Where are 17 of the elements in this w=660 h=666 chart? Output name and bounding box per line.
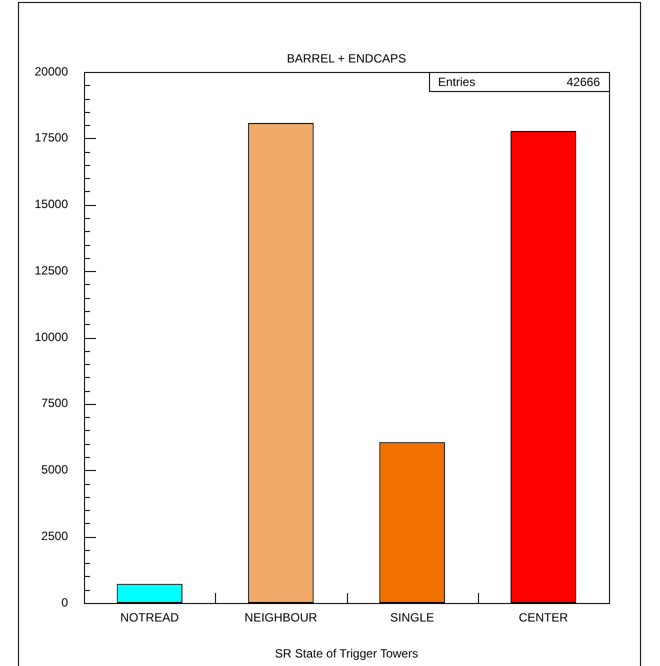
y-tick-label: 20000 [34, 64, 68, 78]
y-tick-label: 2500 [41, 528, 68, 543]
y-tick-label: 5000 [41, 462, 68, 477]
x-tick-label: NOTREAD [120, 610, 180, 625]
annotation: 42666 [566, 74, 600, 89]
y-tick-label: 10000 [34, 330, 68, 344]
x-tick-label: SINGLE [390, 610, 434, 625]
x-tick-label: CENTER [518, 610, 568, 625]
y-tick-label: 17500 [34, 130, 68, 145]
y-tick-label: 0 [61, 595, 68, 610]
x-tick-label: NEIGHBOUR [244, 610, 318, 625]
x-axis-title: SR State of Trigger Towers [274, 646, 418, 660]
annotation: Entries [438, 74, 476, 89]
y-tick-label: 12500 [34, 263, 68, 278]
y-tick-label: 15000 [34, 197, 68, 212]
y-tick-label: 7500 [41, 396, 68, 410]
chart-title: BARREL + ENDCAPS [286, 51, 406, 66]
